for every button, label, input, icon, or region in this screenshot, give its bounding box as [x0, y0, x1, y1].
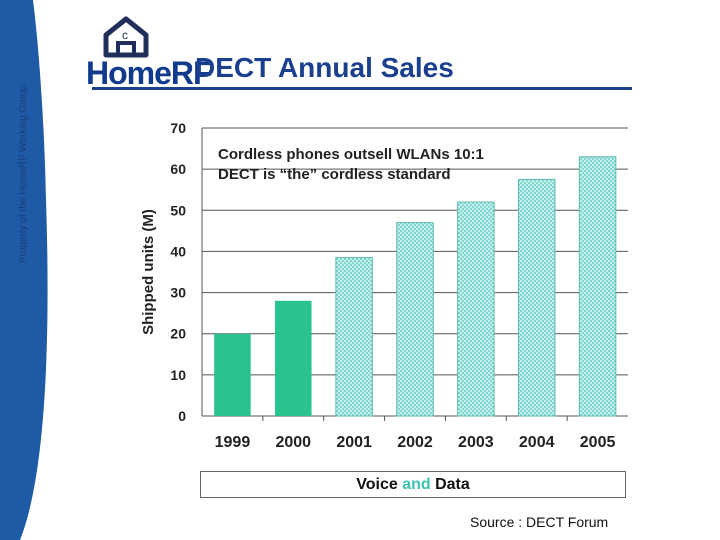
- bar-1999: [214, 333, 251, 416]
- y-tick-label: 0: [178, 408, 186, 424]
- bar-2000: [275, 300, 312, 416]
- annotation-line-2: DECT is “the” cordless standard: [218, 166, 451, 183]
- source-note: Source : DECT Forum: [470, 514, 609, 530]
- axis-labels: 0 10 20 30 40 50 60 70 1999 2000 2001 2002 2003 2004 2…: [170, 120, 615, 451]
- bar-2001: [335, 257, 373, 417]
- annotation: Cordless phones outsell WLANs 10:1 DECT …: [218, 145, 484, 185]
- y-tick-label: 40: [170, 243, 186, 259]
- x-tick-label: 2003: [458, 434, 494, 451]
- bar-2004: [517, 178, 556, 417]
- bar-2005: [578, 156, 617, 417]
- house-icon: c: [103, 16, 149, 58]
- logo-word-home: Home: [86, 55, 172, 91]
- legend-voice: Voice: [356, 476, 403, 493]
- bars: [214, 156, 617, 417]
- annotation-line-1: Cordless phones outsell WLANs 10:1: [218, 146, 484, 163]
- y-tick-label: 30: [170, 285, 186, 301]
- legend-data: Data: [430, 476, 470, 493]
- y-tick-label: 10: [170, 367, 186, 383]
- logo-word: HomeRF: [86, 55, 213, 92]
- legend-box: Voice and Data: [200, 471, 626, 498]
- side-decoration: [0, 0, 48, 540]
- x-tick-label: 2000: [275, 434, 311, 451]
- y-tick-label: 60: [170, 161, 186, 177]
- x-tick-label: 1999: [215, 434, 251, 451]
- page-title: DECT Annual Sales: [195, 52, 454, 83]
- y-axis-title: Shipped units (M): [140, 209, 157, 335]
- bar-2002: [396, 222, 434, 417]
- y-tick-label: 20: [170, 326, 186, 342]
- x-tick-label: 2002: [397, 434, 433, 451]
- y-tick-label: 50: [170, 202, 186, 218]
- logo-word-rf: RF: [170, 55, 213, 91]
- homerf-logo: c HomeRF: [86, 15, 213, 95]
- house-letter: c: [122, 28, 128, 42]
- y-tick-label: 70: [170, 120, 186, 136]
- x-tick-label: 2005: [580, 434, 616, 451]
- legend-and: and: [402, 476, 431, 493]
- x-tick-label: 2004: [519, 434, 555, 451]
- x-tick-label: 2001: [336, 434, 372, 451]
- bar-2003: [457, 201, 495, 417]
- title-rule: [92, 87, 632, 90]
